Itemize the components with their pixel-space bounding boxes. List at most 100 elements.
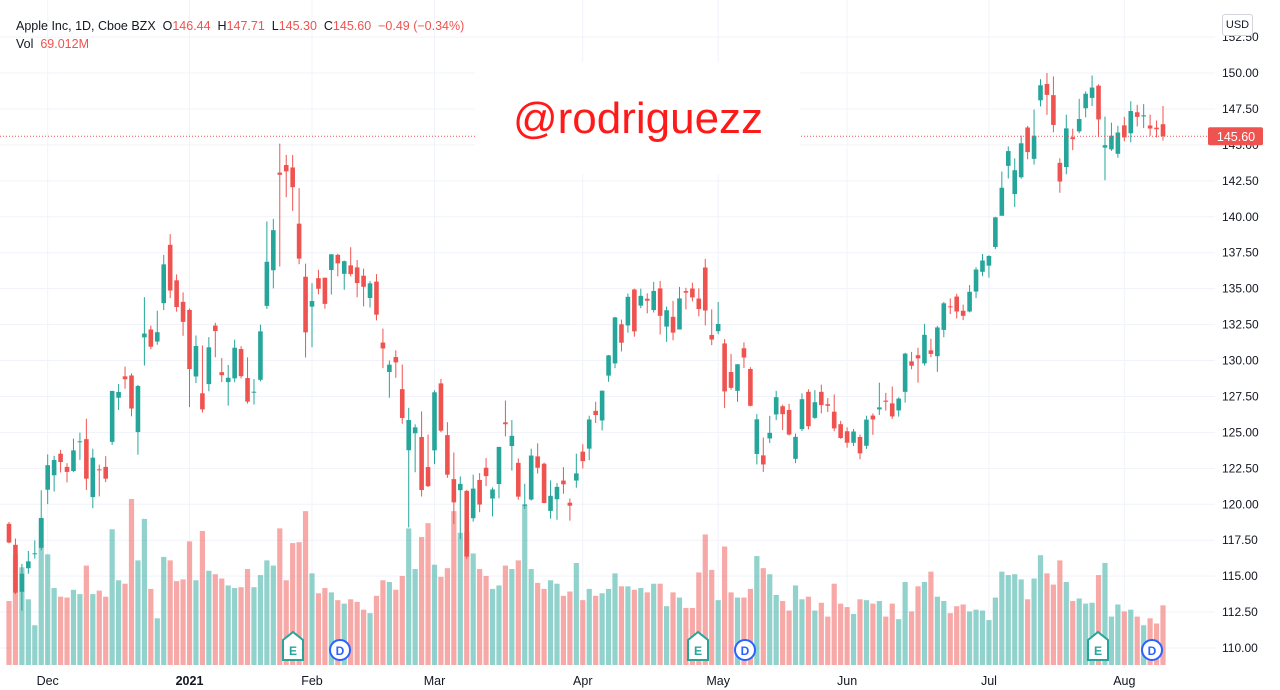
volume-bar	[257, 575, 264, 665]
volume-bar	[70, 589, 77, 665]
volume-bar	[792, 585, 799, 665]
candle-body	[116, 392, 121, 398]
candle-body	[760, 455, 766, 465]
candle-body	[90, 457, 96, 498]
legend-value: 145.30	[278, 19, 317, 33]
y-tick-label: 112.50	[1222, 605, 1258, 619]
candle-body	[580, 451, 586, 462]
candle-body	[702, 267, 708, 311]
volume-bar	[618, 586, 625, 665]
volume-bar	[219, 578, 225, 665]
volume-bar	[406, 528, 412, 665]
candle-body	[902, 353, 908, 392]
candle-body	[741, 348, 747, 358]
volume-bar	[470, 553, 476, 665]
volume-bar	[625, 586, 631, 665]
volume-bar	[670, 592, 676, 665]
volume-bar	[141, 518, 147, 665]
candle-body	[857, 436, 863, 454]
currency-button[interactable]: USD	[1222, 14, 1253, 36]
price-axis-background	[1215, 0, 1280, 690]
legend-key: Vol	[16, 37, 34, 51]
candle-body	[812, 402, 818, 418]
volume-bar	[760, 568, 766, 665]
candle-body	[1109, 135, 1114, 150]
volume-bar	[1057, 560, 1063, 665]
volume-bar	[122, 583, 128, 665]
volume-bar	[593, 595, 599, 665]
candle-body	[26, 561, 31, 569]
price-legend-row: Apple Inc, 1D, Cboe BZX O146.44 H147.71 …	[16, 17, 464, 35]
candle-body	[1083, 93, 1088, 109]
candle-body	[322, 277, 328, 304]
volume-bar	[1070, 601, 1076, 665]
volume-bar	[354, 601, 360, 665]
volume-bar	[754, 556, 760, 665]
candle-body	[1031, 135, 1037, 159]
candle-body	[928, 350, 934, 354]
candle-body	[999, 187, 1005, 216]
candle-body	[735, 364, 740, 391]
candle-body	[1096, 85, 1101, 120]
legend-key: H	[217, 19, 227, 33]
volume-bar	[399, 575, 405, 665]
y-tick-label: 150.00	[1222, 66, 1259, 80]
volume-bar	[954, 606, 960, 665]
candle-body	[277, 172, 283, 175]
volume-bar	[1037, 555, 1044, 665]
volume-bar	[554, 583, 560, 665]
x-tick-label: Dec	[37, 674, 59, 688]
volume-bar	[77, 594, 83, 665]
volume-bar	[683, 607, 689, 665]
volume-bar	[1083, 603, 1089, 665]
candle-body	[329, 254, 334, 270]
candle-body	[135, 385, 141, 433]
volume-bar	[296, 542, 302, 665]
candle-body	[851, 431, 856, 443]
volume-bar	[1089, 602, 1095, 665]
volume-bar	[341, 603, 347, 665]
candle-body	[960, 310, 966, 316]
candle-body	[754, 419, 760, 454]
candle-body	[1128, 110, 1134, 134]
volume-bar	[599, 593, 605, 665]
candle-body	[941, 303, 947, 330]
candles	[6, 73, 1166, 611]
volume-bar	[1018, 579, 1024, 665]
volume-bar	[850, 613, 857, 665]
volume-bar	[180, 579, 186, 665]
candle-body	[167, 244, 173, 291]
volume-bar	[915, 586, 921, 665]
volume-bar	[1012, 574, 1018, 665]
volume-bar	[844, 607, 850, 665]
candle-body	[889, 403, 895, 417]
volume-bar	[812, 610, 818, 665]
candle-body	[45, 465, 50, 490]
candle-body	[1051, 95, 1056, 125]
candle-body	[77, 441, 83, 443]
volume-bar	[238, 587, 244, 665]
y-tick-label: 125.00	[1222, 425, 1259, 439]
volume-bar	[174, 581, 180, 665]
candle-body	[58, 453, 63, 463]
candle-body	[780, 406, 785, 415]
volume-bar	[90, 594, 96, 665]
y-tick-label: 140.00	[1222, 210, 1259, 224]
volume-bar	[1005, 575, 1011, 665]
volume-bar	[451, 511, 457, 665]
candle-body	[838, 424, 843, 439]
x-tick-label: 2021	[176, 674, 204, 688]
volume-bar	[328, 592, 334, 665]
volume-bar	[244, 569, 251, 665]
legend-change: −0.49 (−0.34%)	[378, 19, 465, 33]
volume-bar	[876, 601, 882, 665]
candle-body	[922, 334, 927, 364]
candle-body	[677, 298, 682, 330]
volume-bar	[734, 597, 741, 665]
y-tick-label: 142.50	[1222, 174, 1259, 188]
volume-bar	[425, 523, 431, 665]
candle-body	[612, 317, 618, 364]
candle-body	[483, 467, 489, 477]
